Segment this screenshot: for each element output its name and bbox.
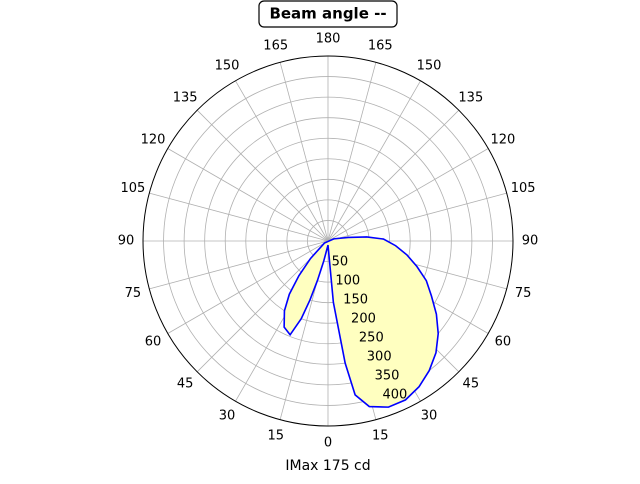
grid-spoke [167, 240, 329, 334]
radial-tick-label: 100 [335, 273, 360, 288]
grid-spoke [327, 109, 460, 242]
angle-tick-label: 75 [125, 286, 142, 301]
radial-tick-label: 300 [367, 349, 392, 364]
title-box [258, 0, 398, 28]
chart-title: Beam angle -- [269, 5, 386, 23]
angle-tick-label: 15 [267, 429, 284, 444]
angle-tick-label: 135 [458, 91, 483, 106]
grid-spoke [327, 192, 507, 242]
angle-tick-label: 75 [515, 286, 532, 301]
angle-tick-label: 0 [324, 436, 332, 451]
grid-spoke [279, 62, 329, 242]
radial-tick-label: 150 [343, 292, 368, 307]
grid-spoke [196, 109, 329, 242]
grid-spoke [327, 62, 377, 242]
angle-tick-label: 105 [511, 181, 536, 196]
radial-tick-label: 250 [359, 330, 384, 345]
x-axis-label: IMax 175 cd [285, 458, 370, 474]
grid-spoke [327, 80, 421, 242]
angle-tick-label: 180 [316, 32, 341, 47]
angle-tick-label: 105 [120, 181, 145, 196]
angle-tick-label: 60 [495, 335, 512, 350]
angle-tick-label: 45 [177, 376, 194, 391]
angle-tick-label: 90 [118, 234, 135, 249]
angle-tick-label: 90 [522, 234, 539, 249]
polar-frame [142, 55, 514, 427]
grid-spoke [149, 240, 329, 290]
series-line [283, 236, 440, 408]
grid-spoke [235, 80, 329, 242]
radial-tick-label: 350 [375, 368, 400, 383]
angle-tick-label: 45 [463, 376, 480, 391]
grid-spoke [167, 148, 329, 242]
grid-spoke [149, 192, 329, 242]
angle-tick-label: 165 [263, 38, 288, 53]
angle-tick-label: 15 [372, 429, 389, 444]
angle-tick-label: 120 [491, 133, 516, 148]
radial-tick-label: 200 [351, 311, 376, 326]
radial-tick-label: 50 [332, 254, 349, 269]
angle-tick-label: 150 [215, 59, 240, 74]
grid-spoke [327, 148, 489, 242]
angle-tick-label: 150 [417, 59, 442, 74]
angle-tick-label: 60 [145, 335, 162, 350]
radial-tick-label: 400 [383, 387, 408, 402]
grid-spoke [196, 240, 329, 373]
angle-tick-label: 135 [173, 91, 198, 106]
angle-tick-label: 120 [141, 133, 166, 148]
series-area [284, 236, 439, 408]
angle-tick-label: 30 [219, 408, 236, 423]
angle-tick-label: 165 [368, 38, 393, 53]
angle-tick-label: 30 [421, 408, 438, 423]
